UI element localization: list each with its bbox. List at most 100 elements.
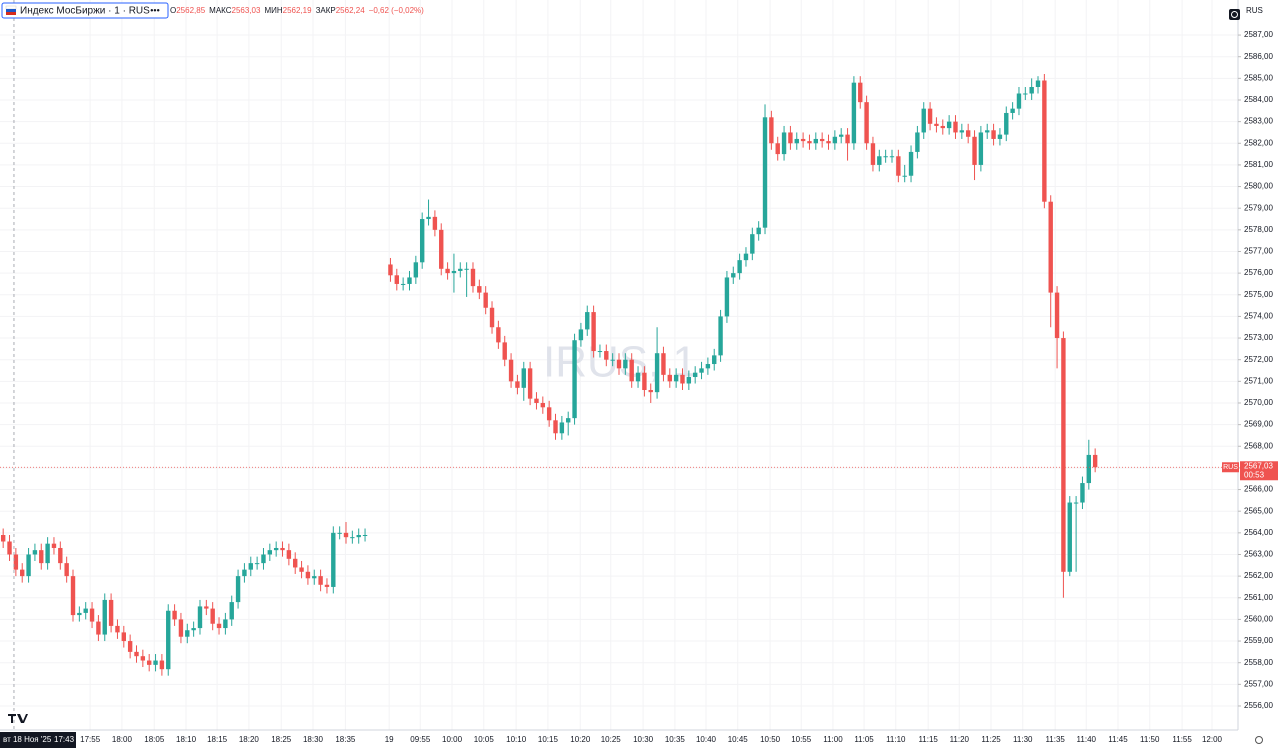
candle-body: [794, 138, 799, 144]
candle-body: [13, 554, 19, 570]
x-tick-label: 11:15: [918, 735, 938, 744]
candle-body: [293, 558, 298, 568]
candle-body: [312, 576, 317, 579]
y-tick-label: 2573,00: [1244, 333, 1273, 342]
candle-body: [870, 143, 876, 165]
settings-icon[interactable]: [1255, 736, 1263, 744]
candle-body: [1010, 108, 1015, 113]
symbol-title: Индекс МосБиржи · 1 · RUS: [20, 6, 150, 17]
grid: IRUS, 1: [0, 0, 1238, 730]
x-tick-label: 11:30: [1013, 735, 1033, 744]
candle-body: [89, 608, 95, 622]
candle-body: [127, 641, 133, 652]
candle-body: [559, 422, 565, 434]
x-tick-label: 18:30: [303, 735, 324, 744]
candle-body: [115, 625, 120, 633]
candle-body: [953, 121, 958, 133]
y-tick-label: 2584,00: [1244, 95, 1273, 104]
candle-body: [686, 377, 692, 384]
candle-body: [470, 268, 476, 287]
candle-body: [845, 134, 850, 144]
candle-body: [610, 359, 615, 361]
crosshair-time: 17:43: [54, 735, 75, 744]
price-axis: [1238, 0, 1280, 750]
candle-body: [813, 138, 819, 144]
candle-body: [1004, 112, 1009, 135]
last-price-label: 2567,03: [1244, 461, 1273, 470]
y-tick-label: 2568,00: [1244, 441, 1273, 450]
y-tick-label: 2586,00: [1244, 52, 1273, 61]
y-tick-label: 2560,00: [1244, 615, 1273, 624]
candle-body: [737, 260, 742, 274]
candle-body: [1067, 502, 1072, 572]
candle-body: [1092, 454, 1098, 468]
x-tick-label: 11:40: [1077, 735, 1097, 744]
candle-body: [159, 660, 165, 670]
candle-body: [553, 420, 558, 434]
candle-body: [343, 532, 349, 538]
candle-body: [623, 359, 628, 369]
candle-body: [712, 355, 717, 365]
candle-body: [235, 576, 241, 603]
y-tick-label: 2580,00: [1244, 182, 1273, 191]
candle-body: [400, 283, 406, 285]
candle-body: [673, 374, 679, 382]
y-tick-label: 2582,00: [1244, 138, 1273, 147]
candle-body: [331, 532, 336, 587]
settings-icon[interactable]: [1229, 9, 1240, 20]
y-tick-label: 2558,00: [1244, 658, 1273, 667]
y-tick-label: 2579,00: [1244, 203, 1273, 212]
x-tick-label: 11:45: [1108, 735, 1128, 744]
y-tick-label: 2569,00: [1244, 420, 1273, 429]
x-tick-label: 10:45: [728, 735, 749, 744]
change: −0,62 (−0,02%): [369, 6, 424, 15]
candle-body: [191, 628, 196, 631]
candle-body: [883, 156, 888, 158]
candle-body: [616, 359, 622, 369]
candle-body: [121, 632, 126, 642]
candle-body: [629, 359, 634, 382]
y-tick-label: 2565,00: [1244, 506, 1273, 515]
candle-body: [458, 268, 463, 271]
x-tick-label: 11:25: [981, 735, 1001, 744]
candle-body: [26, 554, 31, 577]
y-tick-label: 2571,00: [1244, 376, 1273, 385]
symbol-tag: RUS: [1223, 464, 1238, 471]
candle-body: [7, 541, 12, 555]
y-tick-label: 2583,00: [1244, 117, 1273, 126]
more-button[interactable]: •••: [150, 5, 159, 15]
x-tick-label: 11:10: [886, 735, 906, 744]
candle-body: [534, 398, 539, 403]
candle-body: [896, 156, 901, 176]
candle-body: [991, 130, 996, 139]
candle-body: [851, 82, 857, 144]
candle-body: [273, 547, 279, 551]
candle-body: [915, 132, 920, 152]
x-tick-label: 10:00: [442, 735, 463, 744]
candle-body: [489, 307, 495, 328]
y-tick-label: 2572,00: [1244, 355, 1273, 364]
candle-body: [324, 584, 330, 587]
candle-body: [305, 571, 311, 579]
x-tick-label: 18:10: [176, 735, 197, 744]
y-tick-label: 2577,00: [1244, 247, 1273, 256]
x-tick-label: 10:30: [633, 735, 654, 744]
y-tick-label: 2587,00: [1244, 30, 1273, 39]
candle-body: [1023, 93, 1028, 95]
candle-body: [280, 547, 285, 551]
candle-body: [1054, 292, 1060, 339]
candle-body: [819, 138, 825, 142]
candle-body: [921, 108, 926, 133]
candle-body: [1080, 483, 1085, 503]
symbol-tag-bg: [1222, 462, 1239, 473]
candle-body: [153, 660, 158, 665]
candle-body: [680, 374, 685, 384]
candle-body: [20, 569, 25, 577]
candle-body: [546, 407, 552, 421]
candle-body: [769, 117, 774, 144]
y-tick-label: 2581,00: [1244, 160, 1273, 169]
x-tick-label: 11:00: [823, 735, 843, 744]
candle-body: [204, 606, 209, 609]
candle-body: [654, 353, 660, 393]
symbol-box[interactable]: [1, 2, 169, 19]
